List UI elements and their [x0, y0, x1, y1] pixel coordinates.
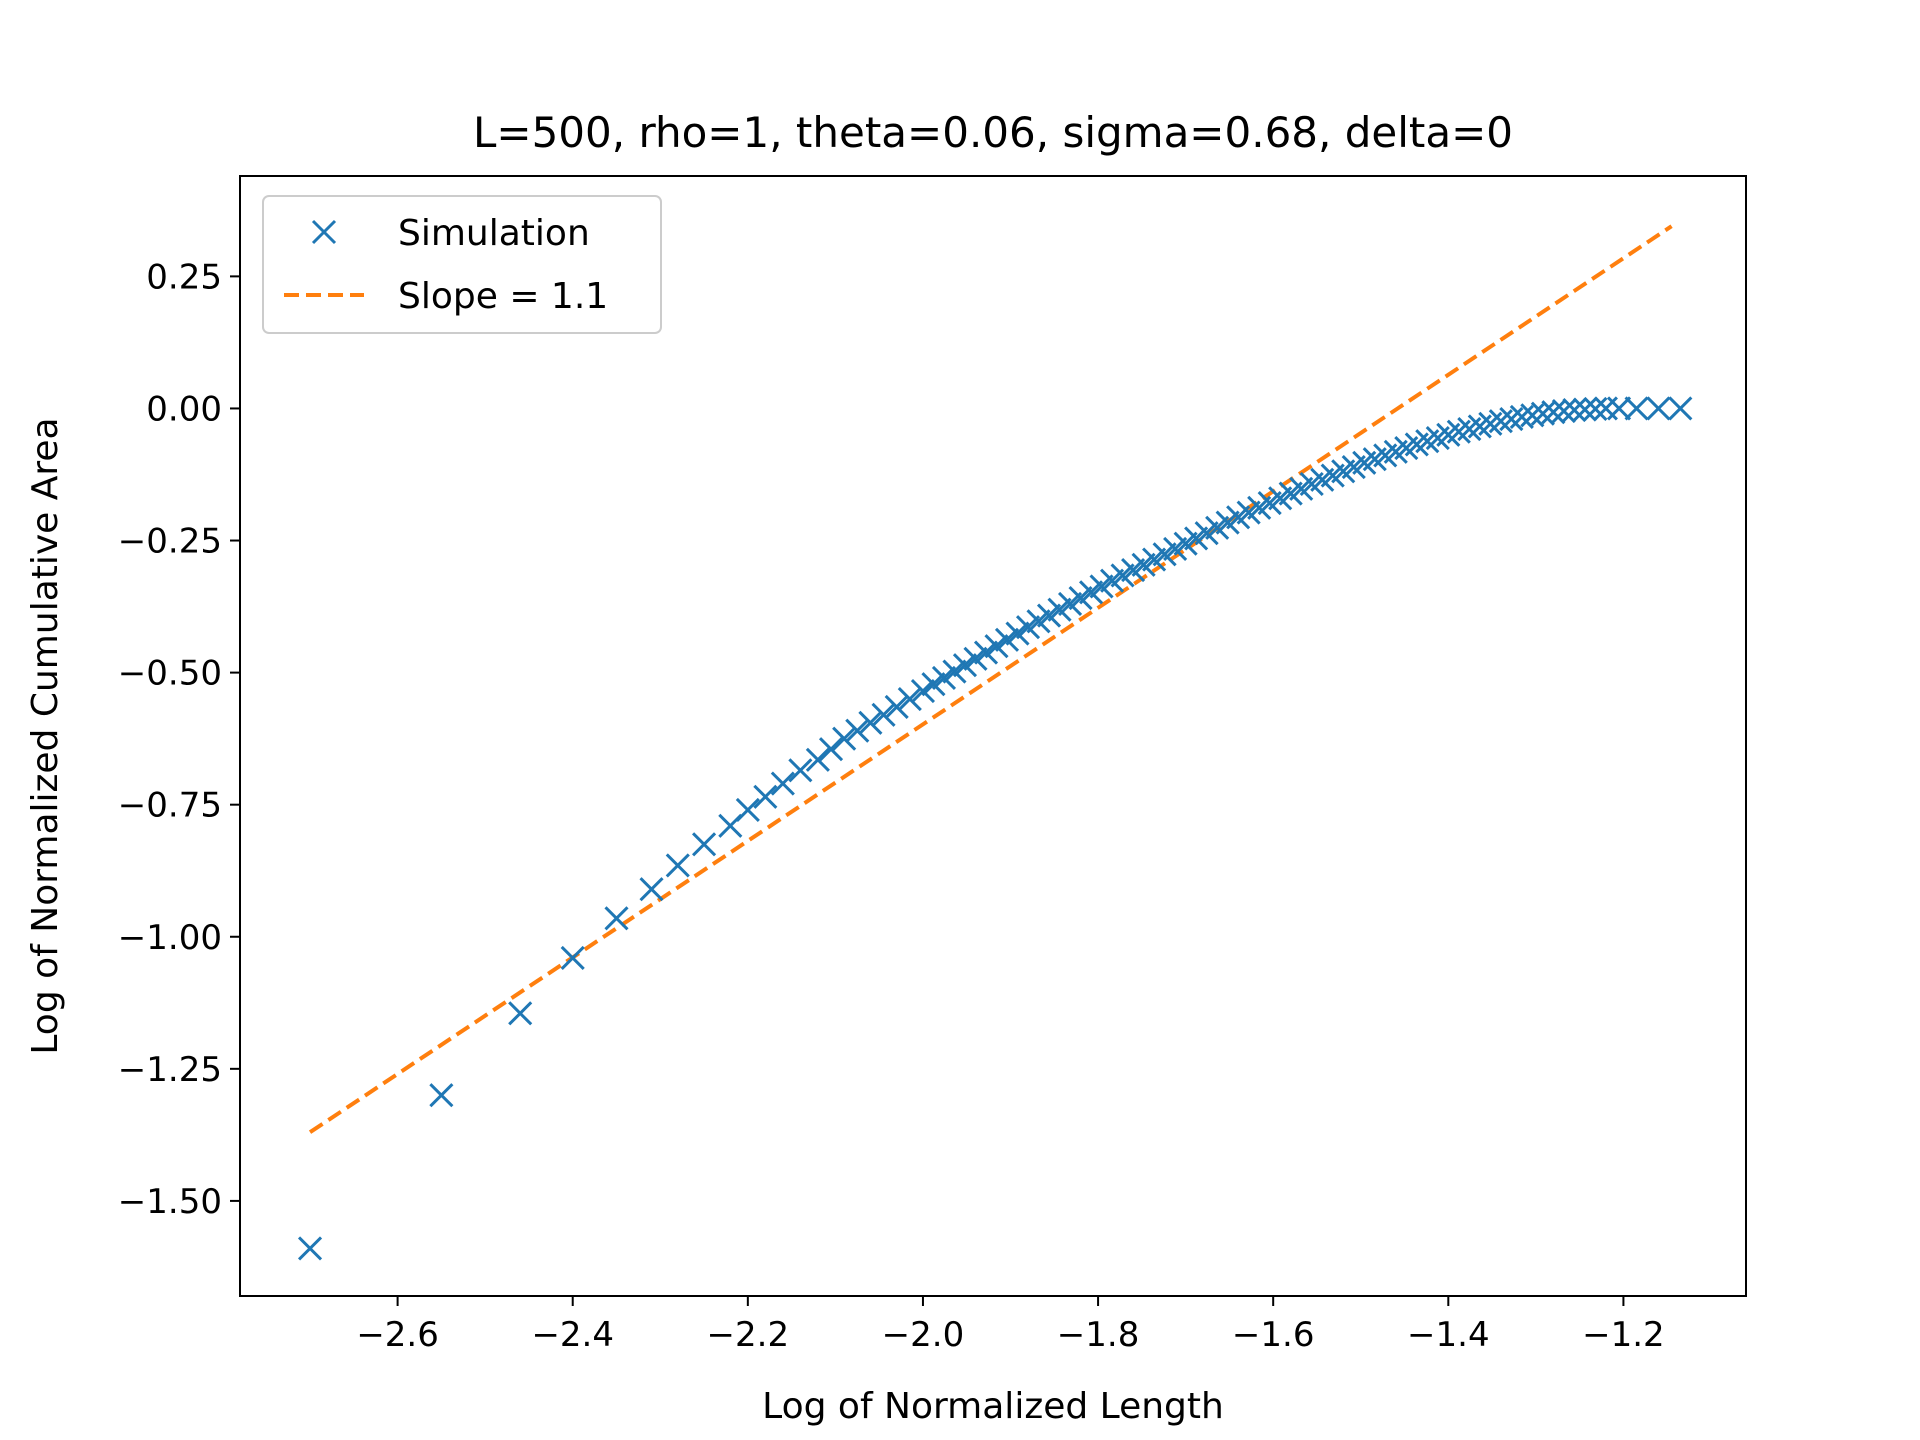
data-point	[560, 945, 585, 970]
data-point	[1646, 396, 1671, 421]
legend-label-slope: Slope = 1.1	[398, 276, 608, 317]
data-point	[1541, 400, 1566, 425]
data-point	[297, 1236, 323, 1261]
y-tick-label: −1.25	[118, 1050, 222, 1090]
y-tick-label: −1.00	[118, 918, 222, 958]
data-point	[931, 665, 957, 690]
data-point	[994, 627, 1020, 652]
data-point	[1562, 397, 1587, 423]
data-point	[691, 832, 717, 857]
data-point	[805, 747, 830, 772]
data-point	[639, 877, 664, 902]
data-point	[1005, 621, 1030, 646]
x-tick-label: −1.2	[1582, 1315, 1665, 1355]
axes-frame	[239, 175, 1747, 1297]
x-tick-label: −2.0	[882, 1315, 965, 1355]
data-point	[845, 718, 870, 743]
data-point	[735, 797, 760, 823]
data-point	[884, 694, 909, 720]
data-point	[910, 679, 936, 704]
data-point	[604, 906, 629, 931]
data-point	[1606, 396, 1632, 421]
data-point	[1551, 399, 1576, 424]
data-point	[665, 853, 690, 878]
data-point	[1530, 401, 1555, 426]
y-axis-label: Log of Normalized Cumulative Area	[25, 417, 66, 1054]
data-point	[871, 702, 896, 727]
x-tick-label: −2.4	[531, 1315, 614, 1355]
data-point	[770, 771, 795, 796]
legend-label-simulation: Simulation	[398, 213, 590, 254]
y-tick-label: −0.25	[118, 522, 222, 562]
legend: Simulation Slope = 1.1	[262, 195, 662, 334]
y-axis: −1.50 −1.25 −1.00 −0.75 −0.50 −0.25 0.00 0.25	[118, 257, 240, 1222]
x-tick-label: −1.4	[1407, 1315, 1490, 1355]
data-point	[942, 659, 967, 684]
chart-title: L=500, rho=1, theta=0.06, sigma=0.68, de…	[473, 108, 1513, 157]
plot-marks	[297, 224, 1693, 1261]
data-point	[1624, 396, 1649, 421]
data-point	[858, 710, 883, 735]
data-point	[429, 1083, 454, 1108]
data-point	[1668, 396, 1693, 421]
y-tick-label: −0.50	[118, 654, 222, 694]
x-tick-label: −1.8	[1057, 1315, 1140, 1355]
y-tick-label: 0.00	[146, 389, 222, 429]
y-tick-label: −0.75	[118, 786, 222, 826]
data-point	[952, 653, 978, 678]
fit-line	[308, 224, 1673, 1134]
y-tick-label: −1.50	[118, 1182, 222, 1222]
data-point	[973, 640, 999, 665]
x-tick-label: −1.6	[1232, 1315, 1315, 1355]
x-tick-label: −2.6	[356, 1315, 439, 1355]
data-point	[1520, 403, 1545, 428]
data-point	[897, 686, 922, 712]
y-tick-label: 0.25	[146, 257, 222, 297]
x-tick-label: −2.2	[707, 1315, 790, 1355]
data-point	[1509, 404, 1534, 429]
x-axis: −2.6 −2.4 −2.2 −2.0 −1.8 −1.6 −1.4 −1.2	[356, 1296, 1665, 1355]
data-point	[984, 634, 1009, 659]
data-point	[832, 726, 857, 751]
legend-marker-simulation	[311, 219, 337, 245]
data-point	[921, 672, 946, 697]
data-point	[788, 758, 813, 783]
data-point	[1583, 396, 1608, 422]
x-axis-label: Log of Normalized Length	[762, 1386, 1224, 1427]
data-point	[508, 1001, 533, 1026]
data-point	[818, 737, 844, 762]
data-point	[753, 784, 778, 809]
data-point	[1572, 397, 1597, 422]
data-point	[963, 646, 988, 671]
legend-x-marker	[311, 219, 337, 245]
legend-box	[262, 195, 662, 334]
